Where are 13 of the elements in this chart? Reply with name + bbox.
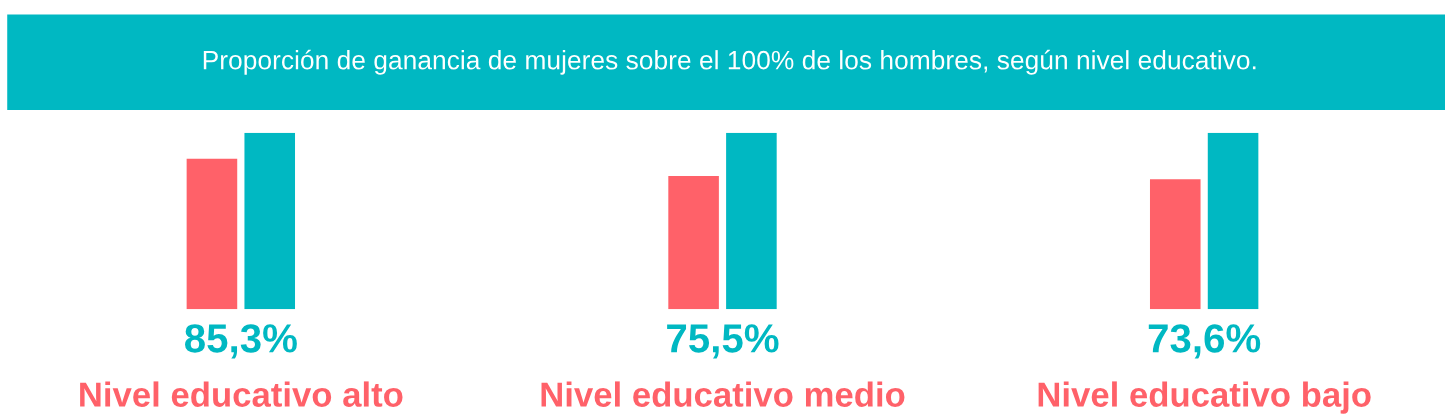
x-tick-label: Nivel educativo medio bbox=[541, 381, 905, 407]
x-tick-label: Nivel educativo alto bbox=[80, 381, 403, 407]
bar bbox=[1207, 132, 1259, 310]
bar bbox=[244, 132, 296, 310]
data-label: 75,5% bbox=[667, 324, 779, 359]
bar bbox=[1149, 179, 1201, 310]
bar bbox=[668, 176, 719, 310]
x-tick-label: Nivel educativo bajo bbox=[1038, 381, 1371, 414]
data-label: 85,3% bbox=[185, 324, 297, 359]
bar bbox=[726, 132, 777, 310]
bar bbox=[186, 158, 238, 310]
chart-title: Proporción de ganancia de mujeres sobre el 100% de los hombres, según nivel educativo. bbox=[203, 49, 1256, 75]
data-label: 73,6% bbox=[1148, 324, 1261, 359]
